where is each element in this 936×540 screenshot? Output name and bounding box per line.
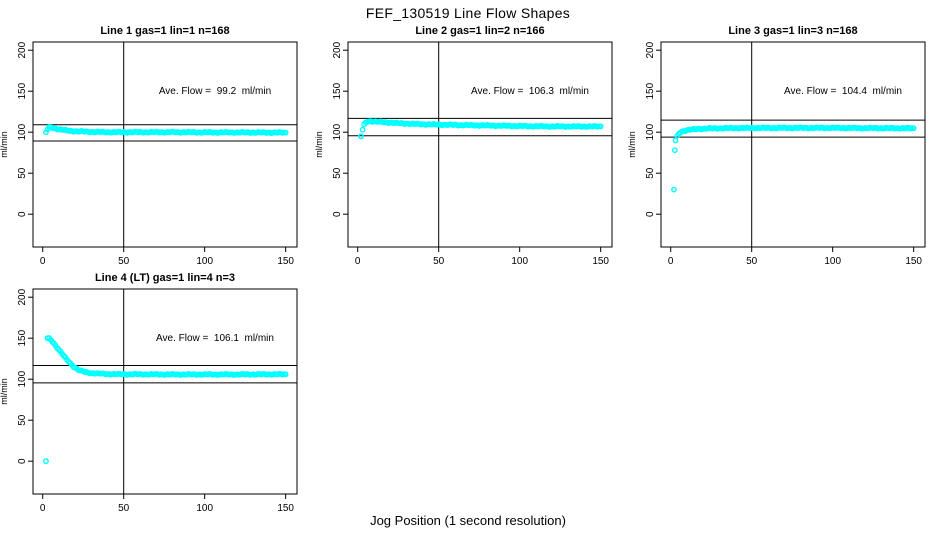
y-tick-label: 150 xyxy=(645,82,656,99)
x-tick-label: 150 xyxy=(277,256,294,267)
subplot-2-title: Line 2 gas=1 lin=2 n=166 xyxy=(415,25,545,37)
subplot-2-ave-flow-annotation: Ave. Flow = 106.3 ml/min xyxy=(471,86,589,97)
subplot-1: 0 50 100 150 0 50 100 150 200 ml/min xyxy=(0,41,298,267)
y-tick-label: 100 xyxy=(17,370,28,387)
y-tick-label: 100 xyxy=(332,123,343,140)
x-tick-label: 50 xyxy=(433,256,445,267)
subplot-2: 0 50 100 150 0 50 100 150 200 ml/min xyxy=(314,41,613,267)
y-tick-label: 50 xyxy=(17,167,28,179)
x-tick-label: 0 xyxy=(40,256,46,267)
y-tick-label: 150 xyxy=(332,82,343,99)
y-tick-label: 150 xyxy=(17,82,28,99)
x-tick-label: 0 xyxy=(668,256,674,267)
x-tick-label: 0 xyxy=(40,503,46,514)
y-tick-label: 0 xyxy=(17,211,28,217)
x-tick-label: 50 xyxy=(746,256,758,267)
y-axis-title: ml/min xyxy=(314,131,324,158)
points-layer xyxy=(43,124,289,136)
subplot-1-ave-flow-annotation: Ave. Flow = 99.2 ml/min xyxy=(158,86,272,97)
points-layer xyxy=(358,118,604,140)
data-point xyxy=(910,125,917,132)
points-layer xyxy=(43,335,289,465)
y-tick-label: 200 xyxy=(645,41,656,58)
data-point xyxy=(597,123,604,130)
x-tick-label: 50 xyxy=(118,503,130,514)
x-tick-label: 0 xyxy=(355,256,361,267)
y-tick-label: 0 xyxy=(17,458,28,464)
x-tick-label: 100 xyxy=(196,503,213,514)
y-tick-label: 200 xyxy=(17,288,28,305)
x-tick-label: 150 xyxy=(277,503,294,514)
x-tick-label: 100 xyxy=(824,256,841,267)
y-tick-label: 0 xyxy=(332,211,343,217)
subplot-1-title: Line 1 gas=1 lin=1 n=168 xyxy=(100,25,230,37)
subplot-3-title: Line 3 gas=1 lin=3 n=168 xyxy=(728,25,858,37)
x-tick-label: 50 xyxy=(118,256,130,267)
y-tick-label: 200 xyxy=(17,41,28,58)
data-point xyxy=(672,137,679,144)
data-point xyxy=(358,133,364,140)
data-point xyxy=(282,129,289,136)
points-layer xyxy=(671,124,917,193)
subplot-4-ave-flow-annotation: Ave. Flow = 106.1 ml/min xyxy=(156,333,274,344)
plot-box xyxy=(32,41,298,248)
y-tick-label: 50 xyxy=(645,167,656,179)
data-point xyxy=(671,186,677,193)
x-tick-label: 150 xyxy=(592,256,609,267)
plot-box xyxy=(660,41,926,248)
data-point xyxy=(43,458,49,465)
subplot-3-ave-flow-annotation: Ave. Flow = 104.4 ml/min xyxy=(784,86,902,97)
y-tick-label: 50 xyxy=(332,167,343,179)
y-axis-title: ml/min xyxy=(0,131,9,158)
subplot-4: 0 50 100 150 0 50 100 150 200 ml/min xyxy=(0,288,298,514)
y-tick-label: 50 xyxy=(17,414,28,426)
data-point xyxy=(671,147,678,154)
x-tick-label: 100 xyxy=(511,256,528,267)
y-tick-label: 200 xyxy=(332,41,343,58)
y-tick-label: 0 xyxy=(645,211,656,217)
x-axis-label: Jog Position (1 second resolution) xyxy=(370,513,566,528)
x-tick-label: 100 xyxy=(196,256,213,267)
y-axis-title: ml/min xyxy=(0,378,9,405)
plot-box xyxy=(32,288,298,495)
main-title: FEF_130519 Line Flow Shapes xyxy=(365,5,571,21)
y-tick-label: 100 xyxy=(17,123,28,140)
x-tick-label: 150 xyxy=(905,256,922,267)
y-tick-label: 100 xyxy=(645,123,656,140)
subplot-3: 0 50 100 150 0 50 100 150 200 ml/min xyxy=(627,41,926,267)
y-axis-title: ml/min xyxy=(627,131,637,158)
data-point xyxy=(282,371,289,378)
y-tick-label: 150 xyxy=(17,329,28,346)
data-point xyxy=(359,126,366,133)
plot-box xyxy=(347,41,613,248)
subplot-4-title: Line 4 (LT) gas=1 lin=4 n=3 xyxy=(94,272,236,284)
